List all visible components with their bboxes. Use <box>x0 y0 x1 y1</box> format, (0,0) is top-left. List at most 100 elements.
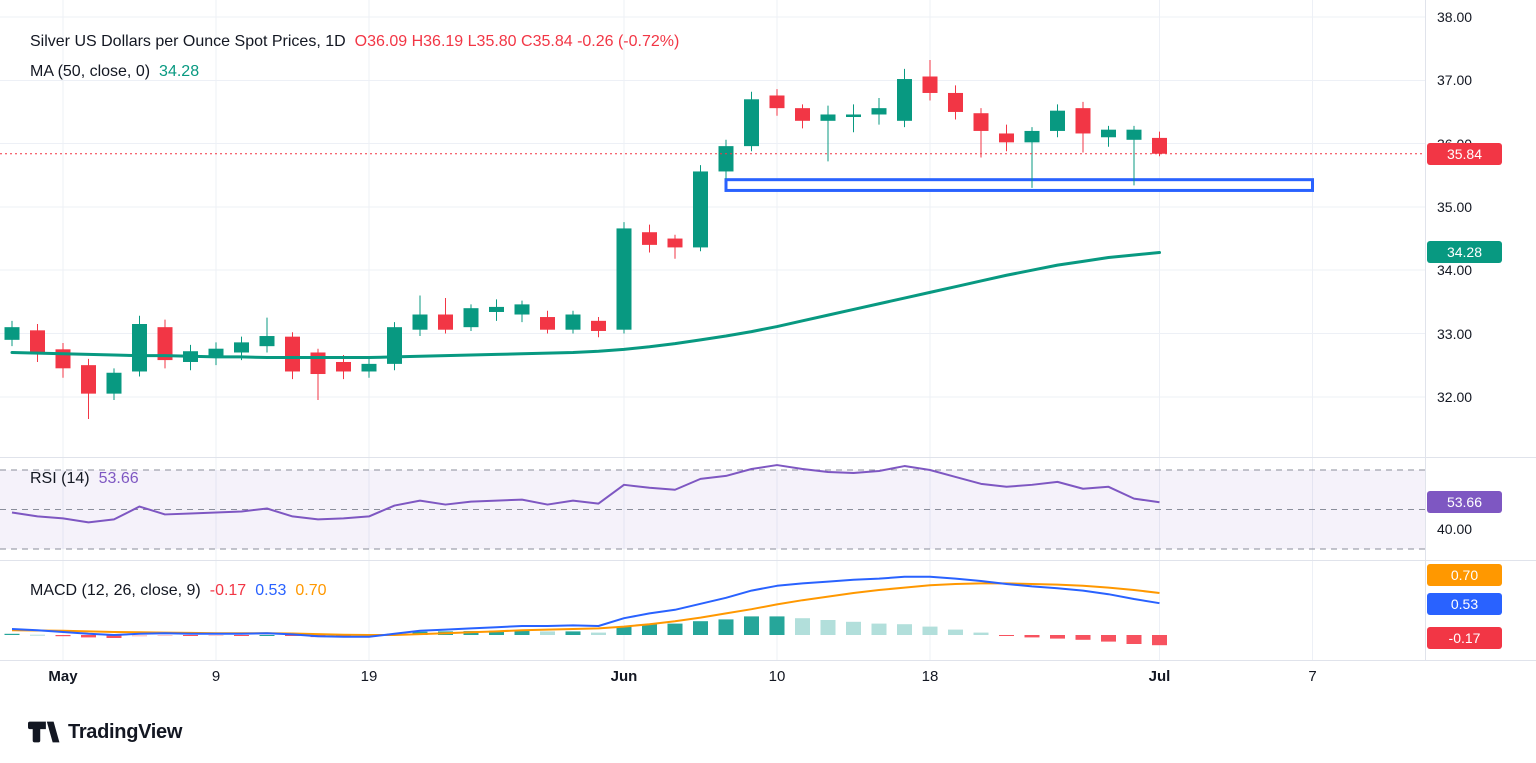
candle-body[interactable] <box>285 336 300 372</box>
candle-body[interactable] <box>973 113 989 131</box>
rsi-line[interactable] <box>11 464 1160 524</box>
tradingview-logo[interactable]: TradingView <box>28 719 182 745</box>
macd-hist-bar <box>591 632 606 635</box>
candle-body[interactable] <box>30 330 45 353</box>
candle-body[interactable] <box>540 317 555 330</box>
rsi-indicator-legend[interactable]: RSI (14) 53.66 <box>30 470 139 488</box>
candle-body[interactable] <box>565 314 581 330</box>
macd-hist-bar <box>285 635 300 636</box>
macd-hist-bar <box>718 619 734 635</box>
main-series-legend[interactable]: Silver US Dollars per Ounce Spot Prices,… <box>30 33 679 51</box>
candle-body[interactable] <box>846 114 861 118</box>
candle-body[interactable] <box>769 95 785 109</box>
candle-body[interactable] <box>259 336 275 347</box>
macd-hist-bar <box>1050 635 1065 639</box>
macd-hist-bar <box>565 631 581 635</box>
macd-hist-bar <box>1152 635 1167 646</box>
candle-body[interactable] <box>1152 137 1167 154</box>
macd-hist-bar <box>1126 635 1142 644</box>
macd-hist-bar <box>922 626 938 635</box>
candle-body[interactable] <box>693 171 708 248</box>
time-axis-label: Jun <box>610 668 638 685</box>
candle-body[interactable] <box>1024 130 1040 143</box>
candle-body[interactable] <box>514 304 530 315</box>
candle-body[interactable] <box>667 238 683 248</box>
candle-body[interactable] <box>999 133 1014 143</box>
tradingview-logo-icon <box>28 721 60 743</box>
candle-body[interactable] <box>234 342 249 353</box>
candle-body[interactable] <box>871 108 887 115</box>
time-axis-label: 19 <box>360 668 378 685</box>
candle-body[interactable] <box>157 327 173 361</box>
macd-hist-bar <box>259 635 275 636</box>
price-axis[interactable]: 35.84 34.28 53.66 0.70 0.53 -0.17 38.00 3… <box>1425 0 1536 660</box>
candle-body[interactable] <box>897 79 912 121</box>
rsi-band <box>0 469 1425 550</box>
macd-hist-bar <box>667 623 683 635</box>
candle-body[interactable] <box>106 372 122 394</box>
macd-hist-bar <box>616 626 632 635</box>
ma-label: MA (50, close, 0) <box>30 63 151 80</box>
candle-body[interactable] <box>361 363 377 372</box>
ma50-line[interactable] <box>10 250 1161 360</box>
candle-body[interactable] <box>795 108 810 121</box>
candle-body[interactable] <box>489 306 504 312</box>
candle-body[interactable] <box>132 324 147 372</box>
candle-body[interactable] <box>438 314 453 330</box>
candlestick-series[interactable] <box>4 60 1168 419</box>
axis-tick-label: 35.00 <box>1437 198 1473 215</box>
candle-body[interactable] <box>4 327 20 340</box>
candle-body[interactable] <box>1075 108 1091 134</box>
macd-hist-bar <box>973 632 989 635</box>
macd-hist-value: -0.17 <box>209 582 247 599</box>
candle-body[interactable] <box>387 327 402 364</box>
macd-hist-bar <box>871 623 887 635</box>
candle-body[interactable] <box>310 352 326 375</box>
candle-body[interactable] <box>718 146 734 172</box>
macd-histogram[interactable] <box>4 616 1168 646</box>
macd-indicator-legend[interactable]: MACD (12, 26, close, 9) -0.17 0.53 0.70 <box>30 582 326 600</box>
time-axis-label: May <box>48 668 78 685</box>
macd-hist-bar <box>897 624 912 635</box>
macd-main-line[interactable] <box>11 575 1160 638</box>
axis-tick-label: 37.00 <box>1437 72 1473 89</box>
axis-tick-label: 40.00 <box>1437 521 1473 538</box>
candle-body[interactable] <box>81 365 96 394</box>
candle-body[interactable] <box>412 314 428 330</box>
candle-body[interactable] <box>208 348 224 358</box>
candle-body[interactable] <box>336 361 351 372</box>
candle-body[interactable] <box>744 99 759 147</box>
candle-body[interactable] <box>1126 129 1142 140</box>
macd-hist-bar <box>81 635 96 638</box>
candle-body[interactable] <box>948 92 963 112</box>
support-rectangle-drawing[interactable] <box>724 178 1314 192</box>
candle-body[interactable] <box>591 320 606 331</box>
time-axis-label: Jul <box>1148 668 1171 685</box>
axis-tick-label: 34.00 <box>1437 262 1473 279</box>
macd-main-value: 0.53 <box>255 582 287 599</box>
time-axis[interactable]: May 9 19 Jun 10 18 Jul 7 <box>0 660 1425 702</box>
ohlc-values: O36.09 H36.19 L35.80 C35.84 -0.26 (-0.72… <box>354 33 680 50</box>
tradingview-logo-text: TradingView <box>68 720 183 743</box>
candle-body[interactable] <box>1050 110 1065 131</box>
macd-hist-bar <box>183 635 198 636</box>
candle-body[interactable] <box>1101 129 1116 138</box>
candle-body[interactable] <box>820 114 836 121</box>
macd-hist-bar <box>1075 635 1091 640</box>
macd-signal-value: 0.70 <box>295 582 327 599</box>
candle-body[interactable] <box>642 232 657 245</box>
macd-hist-bar <box>642 624 657 635</box>
rsi-value: 53.66 <box>98 470 139 487</box>
time-axis-label: 10 <box>768 668 786 685</box>
macd-hist-bar <box>106 635 122 638</box>
macd-hist-bar <box>948 629 963 635</box>
candle-body[interactable] <box>922 76 938 93</box>
ma-indicator-legend[interactable]: MA (50, close, 0) 34.28 <box>30 63 199 81</box>
macd-hist-bar <box>999 635 1014 636</box>
candle-body[interactable] <box>616 228 632 330</box>
macd-hist-bar <box>132 635 147 637</box>
candle-body[interactable] <box>463 308 479 328</box>
macd-hist-bar <box>1101 635 1116 642</box>
